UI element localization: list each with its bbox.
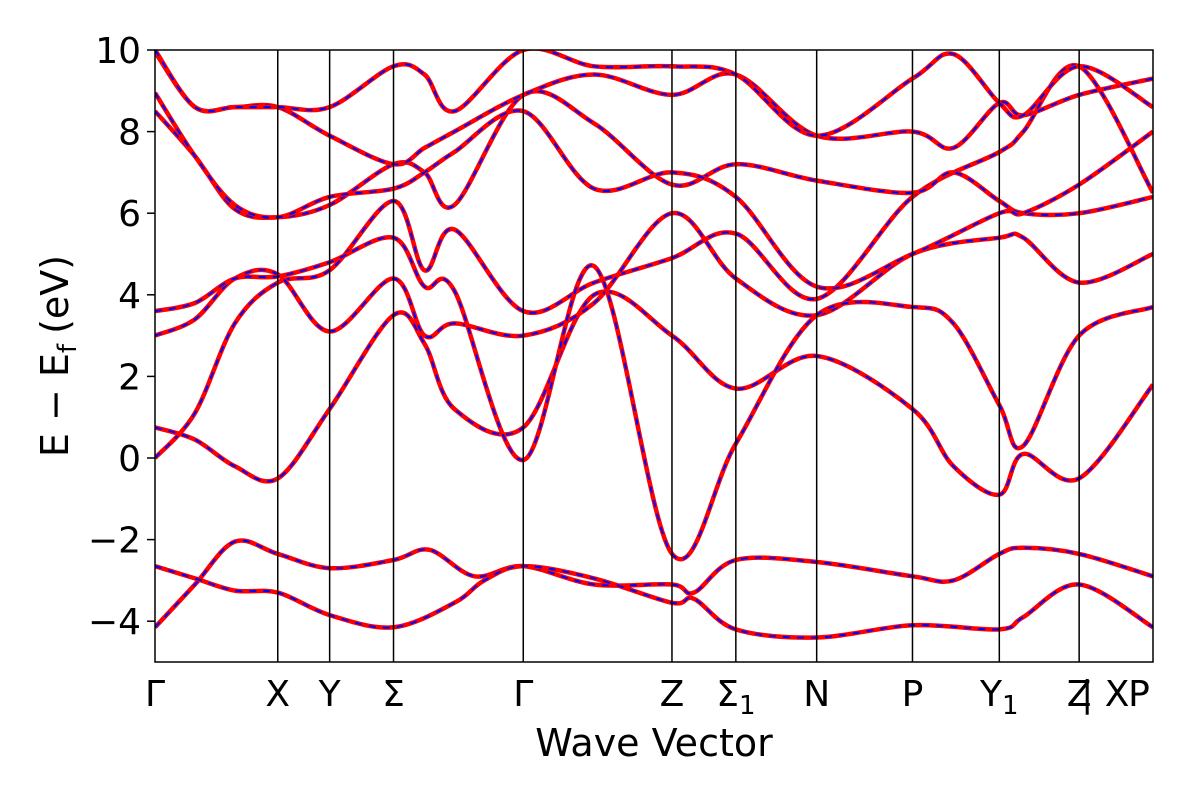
x-tick-label-main: Γ (145, 674, 165, 715)
y-tick-label: 0 (118, 439, 141, 480)
x-tick-label: P (1128, 674, 1150, 715)
y-axis-ticks: −4 −2 0 2 4 6 8 10 (88, 31, 155, 643)
x-tick-label-main: Z (1067, 674, 1092, 715)
y-tick-label: 2 (118, 357, 141, 398)
x-tick-label: N (803, 674, 830, 715)
band-6-line (155, 235, 1153, 562)
y-tick-label: 8 (118, 113, 141, 154)
y-axis-label-main: E − E (33, 353, 77, 457)
x-tick-label: Z (660, 674, 685, 715)
x-axis-ticks: Γ X Y Σ Γ Z Σ1 N P Y1 Z| XP (145, 674, 1150, 721)
x-tick-label-main: Y (979, 674, 1003, 715)
band-2-dashed-line (155, 565, 1153, 639)
x-tick-label-main: P (1128, 674, 1150, 715)
x-tick-label: Σ (382, 674, 405, 715)
plot-frame (154, 49, 1154, 663)
y-tick-label: 4 (118, 276, 141, 317)
band-4-dashed-line (155, 290, 1153, 496)
x-tick-label: X (265, 674, 290, 715)
x-tick-label: Γ (513, 674, 533, 715)
x-tick-label-main: P (902, 674, 924, 715)
x-tick-label: P (902, 674, 924, 715)
x-tick-label: Σ1 (716, 674, 755, 721)
x-tick-label-main: X (265, 674, 290, 715)
y-tick-label: −2 (88, 521, 141, 562)
kpoint-lines (277, 50, 1080, 662)
x-tick-label-sub: 1 (739, 691, 756, 721)
band-1-dashed-line (155, 539, 1153, 628)
x-tick-label-main: | X (1081, 674, 1129, 715)
band-6-dashed-line (155, 236, 1153, 561)
x-tick-label-sub: 1 (1002, 691, 1019, 721)
x-tick-label: Y1 (979, 674, 1019, 721)
y-tick-label: 10 (95, 31, 141, 72)
x-tick-label-main: Σ (716, 674, 739, 715)
x-tick-label-main: Σ (382, 674, 405, 715)
x-tick-label-main: N (803, 674, 830, 715)
y-axis-label-unit: (eV) (33, 255, 77, 334)
x-tick-label-main: Z (660, 674, 685, 715)
x-axis-label: Wave Vector (535, 721, 773, 765)
y-tick-label: 6 (118, 194, 141, 235)
bands-layer (155, 50, 1153, 640)
band-2-line (155, 563, 1153, 640)
band-1-line (155, 538, 1153, 629)
x-tick-label-main: Y (318, 674, 342, 715)
band-3-line (155, 62, 1153, 460)
y-tick-label: −4 (88, 602, 141, 643)
x-tick-label: | X (1081, 674, 1129, 715)
y-axis-label-sub: f (53, 343, 83, 353)
x-tick-label: Y (318, 674, 342, 715)
band-7-dashed-line (155, 90, 1153, 219)
x-tick-label-main: Γ (513, 674, 533, 715)
x-tick-label: Z (1067, 674, 1092, 715)
y-axis-label: E − Ef (eV) (33, 255, 83, 457)
x-tick-label: Γ (145, 674, 165, 715)
